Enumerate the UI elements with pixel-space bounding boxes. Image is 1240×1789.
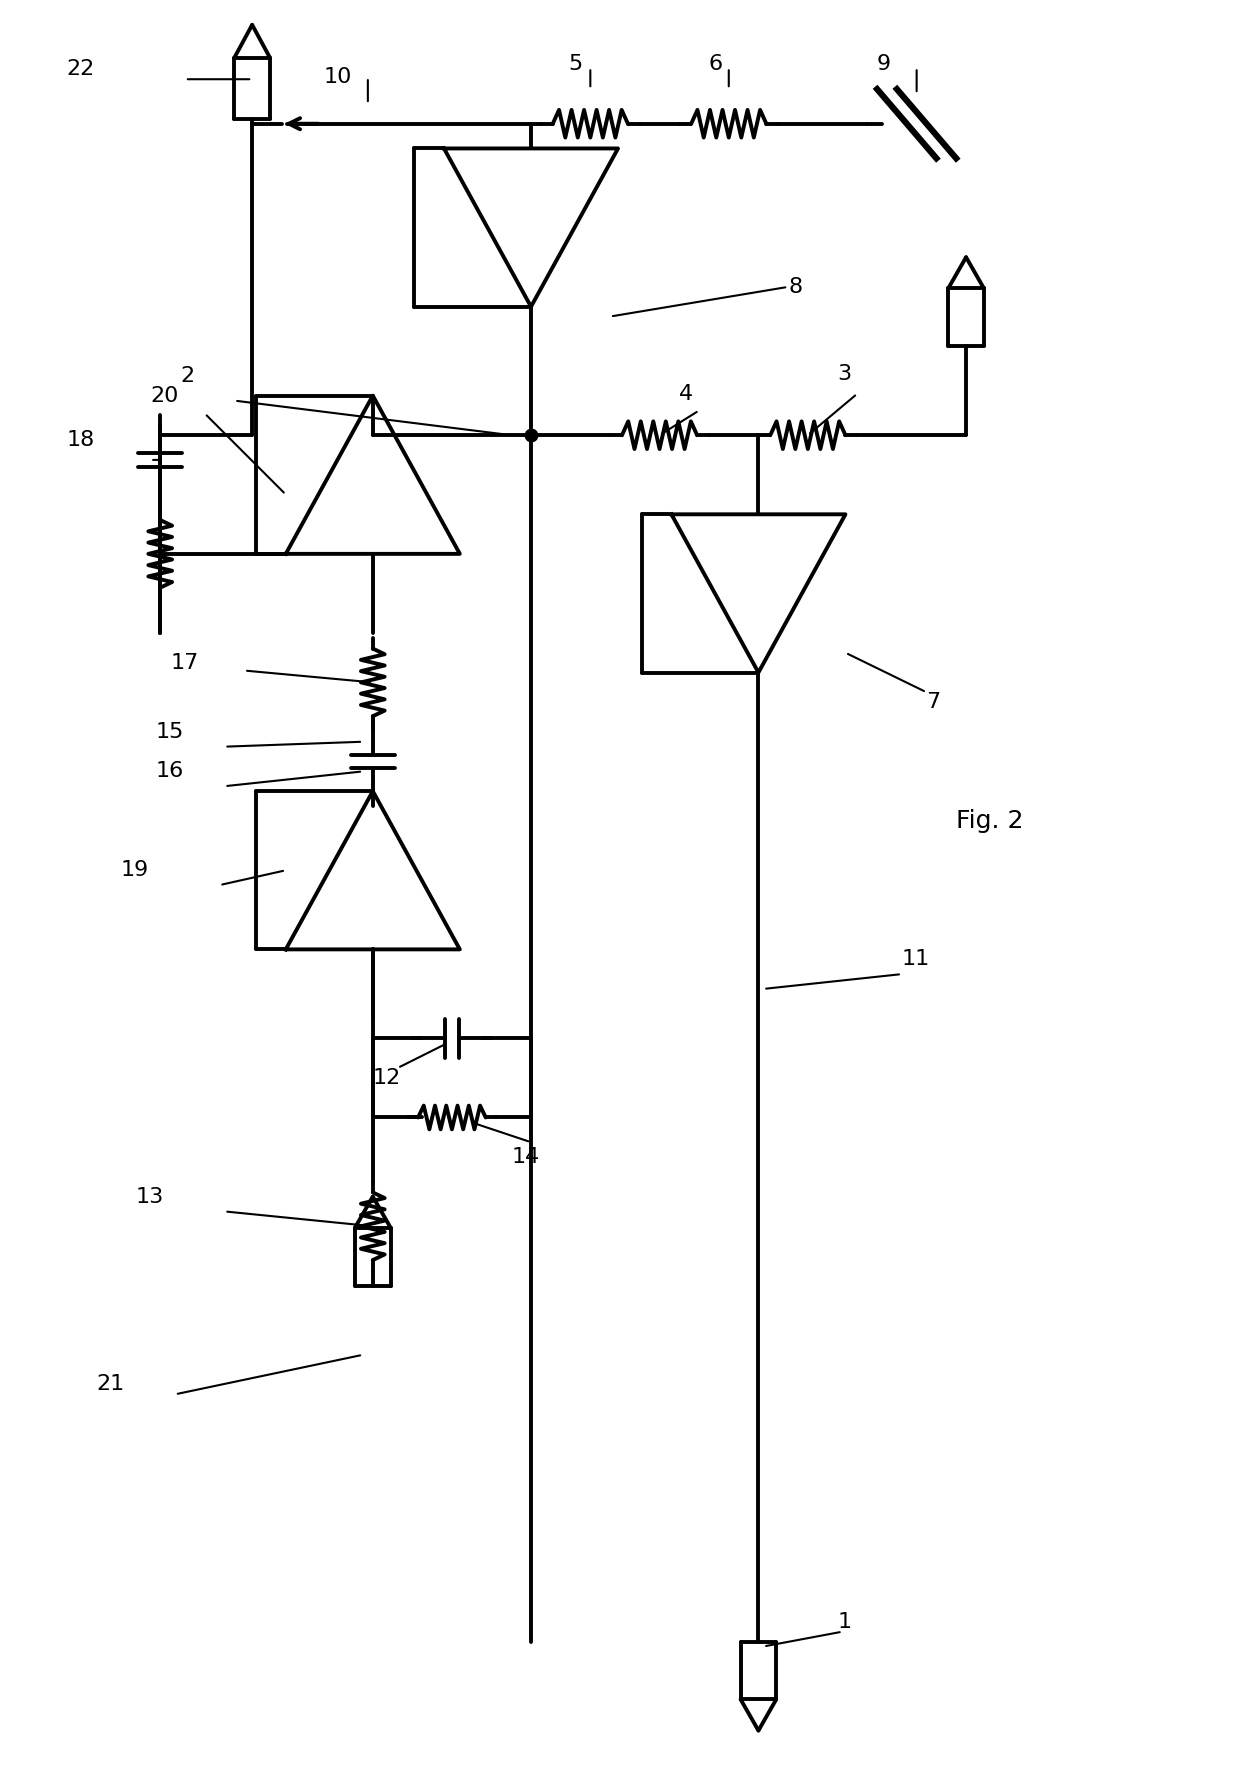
Text: 6: 6 bbox=[709, 54, 723, 75]
Text: 1: 1 bbox=[837, 1612, 852, 1632]
Text: 8: 8 bbox=[789, 277, 802, 297]
Text: 20: 20 bbox=[150, 386, 179, 406]
Text: 9: 9 bbox=[877, 54, 892, 75]
Text: Fig. 2: Fig. 2 bbox=[956, 809, 1024, 834]
Text: 17: 17 bbox=[170, 653, 198, 673]
Text: 18: 18 bbox=[66, 429, 94, 451]
Text: 7: 7 bbox=[926, 692, 941, 712]
Text: 14: 14 bbox=[511, 1147, 539, 1166]
Text: 15: 15 bbox=[155, 721, 184, 742]
Text: 16: 16 bbox=[155, 762, 184, 782]
Text: 12: 12 bbox=[373, 1068, 401, 1088]
Text: 4: 4 bbox=[680, 383, 693, 404]
Text: 2: 2 bbox=[180, 367, 195, 386]
Text: 3: 3 bbox=[837, 363, 852, 385]
Text: 22: 22 bbox=[66, 59, 94, 79]
Text: 13: 13 bbox=[135, 1186, 164, 1206]
Text: 10: 10 bbox=[324, 68, 352, 88]
Text: 19: 19 bbox=[120, 861, 149, 880]
Text: 5: 5 bbox=[569, 54, 583, 75]
Text: 11: 11 bbox=[901, 950, 930, 970]
Text: 21: 21 bbox=[95, 1374, 124, 1394]
